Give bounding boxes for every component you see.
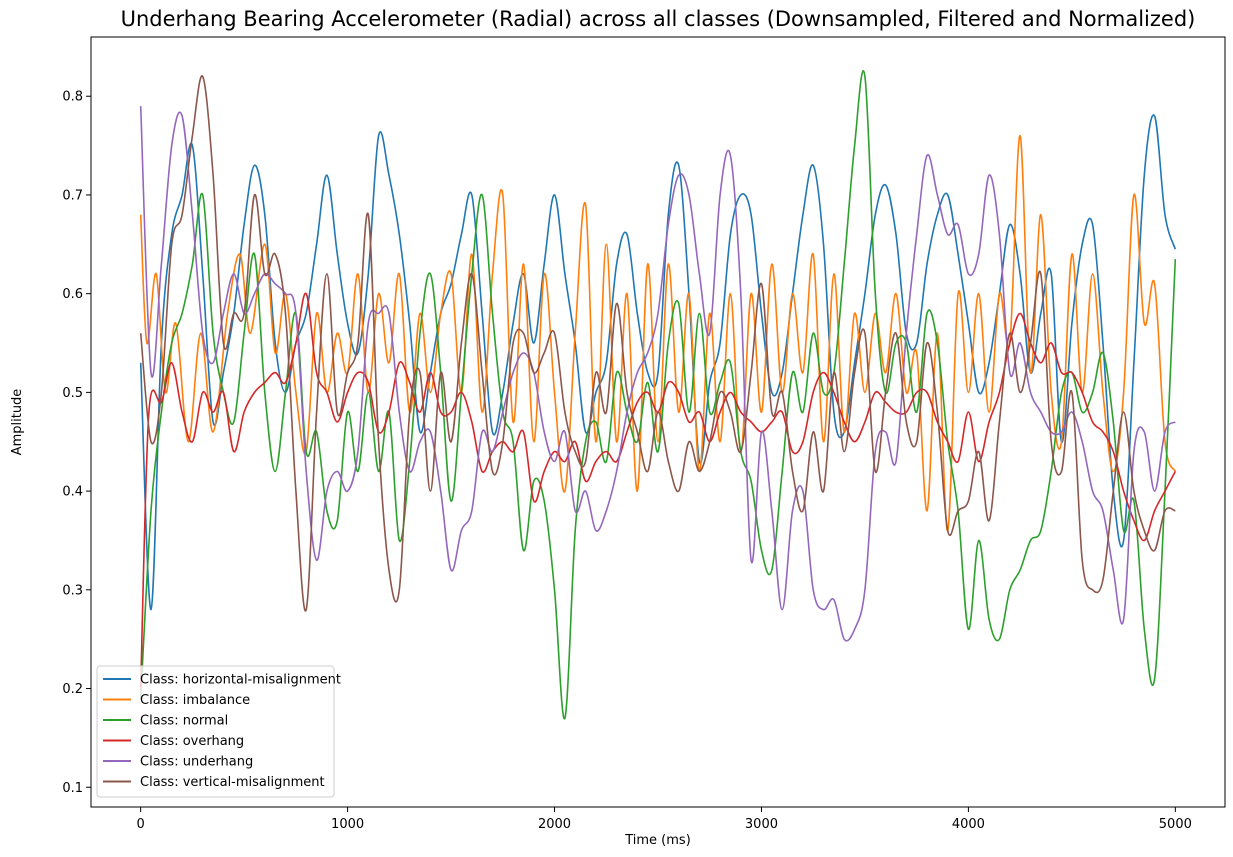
y-tick-label: 0.6 xyxy=(62,287,83,302)
series-line-horizontal-misalignment xyxy=(139,114,1177,611)
y-tick-label: 0.2 xyxy=(62,682,83,697)
x-tick-label: 5000 xyxy=(1159,817,1192,832)
series-line-vertical-misalignment xyxy=(139,75,1176,612)
x-axis-label: Time (ms) xyxy=(624,833,691,848)
legend-label: Class: overhang xyxy=(140,734,244,749)
y-axis-label: Amplitude xyxy=(10,389,25,456)
y-tick-label: 0.8 xyxy=(62,90,83,105)
y-tick-label: 0.5 xyxy=(62,386,83,401)
legend-box xyxy=(96,665,335,798)
series-lines xyxy=(139,70,1177,720)
x-tick-label: 2000 xyxy=(538,817,571,832)
x-tick-label: 0 xyxy=(137,817,145,832)
series-line-underhang xyxy=(139,106,1176,642)
legend-label: Class: imbalance xyxy=(140,693,250,708)
series-line-overhang xyxy=(139,292,1177,689)
legend-label: Class: vertical-misalignment xyxy=(140,775,325,790)
y-tick-label: 0.7 xyxy=(62,188,83,203)
y-tick-label: 0.4 xyxy=(62,485,83,500)
x-tick-label: 4000 xyxy=(952,817,985,832)
legend-label: Class: underhang xyxy=(140,755,253,770)
x-tick-label: 3000 xyxy=(745,817,778,832)
x-axis: 0 1000 2000 3000 4000 5000 xyxy=(137,807,1192,832)
x-tick-label: 1000 xyxy=(331,817,364,832)
legend-label: Class: normal xyxy=(140,714,228,729)
y-tick-label: 0.1 xyxy=(62,781,83,796)
legend: Class: horizontal-misalignment Class: imb… xyxy=(96,665,341,798)
legend-label: Class: horizontal-misalignment xyxy=(140,673,341,688)
series-line-imbalance xyxy=(139,134,1177,532)
chart-title: Underhang Bearing Accelerometer (Radial)… xyxy=(121,7,1196,31)
y-tick-label: 0.3 xyxy=(62,583,83,598)
plot-frame xyxy=(90,36,1226,808)
y-axis: 0.1 0.2 0.3 0.4 0.5 0.6 0.7 0.8 xyxy=(62,90,91,796)
